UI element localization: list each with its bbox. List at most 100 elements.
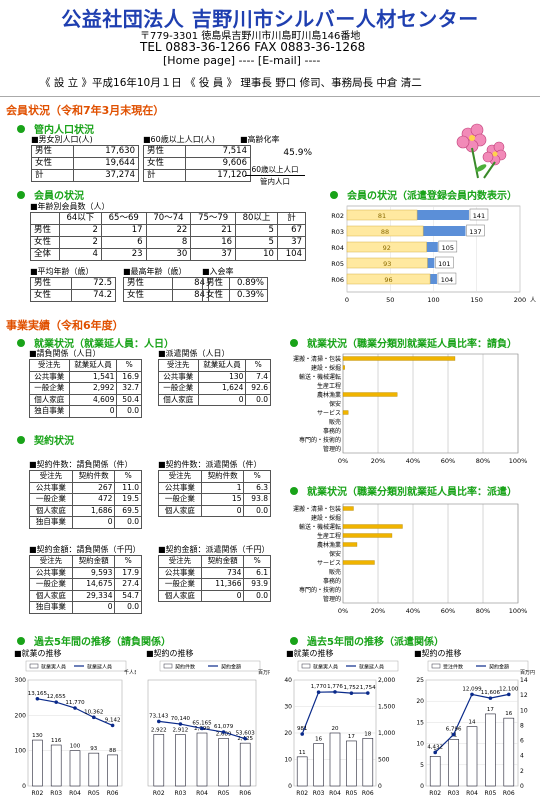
line-label: 53,603: [236, 731, 256, 737]
amt-req-table: 受注先 契約金額% 公共事業 9,593 17.9 一般企業 14,675 27.4 個人家庭 2…: [29, 555, 142, 614]
table-row: 受注先 就業延人員%: [158, 359, 271, 372]
x-tick-label: 60%: [441, 457, 455, 465]
y-tick-label: 10: [284, 757, 292, 764]
table-cell: 0: [71, 516, 116, 529]
table-cell: 1,541: [68, 370, 118, 383]
table-row: 女性 84: [123, 289, 210, 302]
bar-label: 17: [348, 734, 355, 740]
emp-disp-table: 受注先 就業延人員% 公共事業 130 7.4 一般企業 1,624 92.6 個人家庭 0 0.0: [158, 359, 271, 406]
bar: [362, 738, 374, 787]
bar-label: 16: [315, 737, 322, 743]
table-cell: 男性: [202, 277, 230, 290]
y-tick-label: 30: [284, 704, 292, 711]
line-point: [316, 690, 321, 694]
table-cell: 0: [68, 405, 118, 418]
web-links[interactable]: [Home page] ---- [E-mail] ----: [163, 54, 321, 67]
table-cell: 0: [200, 504, 245, 517]
flower-icon: [456, 123, 507, 179]
table-cell: 受注先: [29, 555, 73, 568]
table-cell: 女性: [30, 236, 60, 249]
legend-label: 契約金額: [221, 664, 241, 671]
cnt-disp-block: ■契約件数：派遣関係（件） 受注先 契約件数% 公共事業 1 6.3 一般企業 15 93.8…: [158, 459, 271, 517]
x-tick-label: R06: [362, 790, 374, 797]
table-row: 独自事業 0 0.0: [29, 516, 142, 529]
max-age-table: 男性 84 女性 84: [123, 277, 210, 302]
table-cell: 93.9: [243, 578, 271, 591]
line-label: 70,140: [171, 716, 191, 722]
bar: [342, 560, 375, 565]
bar-label: 2,912: [173, 728, 189, 734]
table-cell: 計: [30, 169, 75, 182]
line-point: [92, 715, 96, 720]
bar-label: 16: [505, 711, 512, 717]
x-tick-label: 0: [345, 296, 349, 302]
table-cell: 女性: [123, 289, 173, 302]
table-cell: 5: [235, 236, 278, 249]
table-cell: 女性: [30, 289, 72, 302]
y-tick-label: 100: [15, 748, 27, 755]
table-cell: 個人家庭: [158, 589, 202, 602]
bar: [196, 732, 208, 787]
x-tick-label: R02: [153, 790, 165, 797]
table-row: 男性 0.89%: [202, 277, 269, 290]
label-box: [437, 272, 457, 285]
legend-label: 受注件数: [443, 664, 463, 671]
line-label: 12,655: [47, 694, 67, 700]
pop-block: ■男女別人口(人) 男性 17,630 女性 19,644 計 37,274: [30, 134, 139, 182]
table-cell: 5: [235, 224, 278, 237]
bar-label: 17: [487, 707, 494, 713]
x-tick-label: R05: [345, 790, 357, 797]
bar-label: 92: [383, 244, 391, 252]
table-cell: 契約件数: [71, 470, 116, 483]
table-cell: %: [243, 555, 271, 568]
table-cell: 23: [100, 248, 147, 261]
x-tick-label: 50: [386, 296, 394, 302]
category-label: 農林漁業: [317, 541, 341, 549]
bar: [342, 365, 345, 370]
table-cell: 一般企業: [29, 578, 73, 591]
x-tick-label: R03: [448, 790, 460, 797]
line-label: 11,770: [65, 700, 85, 706]
plot-area: [342, 503, 519, 604]
join-rate-block: ■入会率 男性 0.89% 女性 0.39%: [202, 266, 269, 302]
line-label: 65,165: [192, 720, 212, 726]
bar-label: 105: [442, 244, 454, 252]
bar: [342, 506, 354, 511]
table-cell: 30: [145, 248, 192, 261]
table-cell: 0: [197, 393, 247, 406]
members-chart: 0 50 100 150 200 人 R02 81 141 R03 88 137 R04 92 105 R05…: [331, 205, 536, 302]
table-cell: 67: [276, 224, 307, 237]
bar-label: 14: [469, 720, 476, 726]
bar: [342, 356, 456, 361]
y-tick-label: 0: [420, 783, 424, 790]
category-label: 運搬・清掃・包装: [293, 505, 341, 513]
table-cell: 92.6: [245, 382, 271, 395]
label-box: [466, 224, 485, 237]
legend-label: 契約件数: [175, 664, 195, 671]
table-cell: 女性: [142, 157, 187, 170]
section-members-heading: 会員状況（令和7年3月末現在）: [6, 104, 165, 117]
table-row: 公共事業 1,541 16.9: [29, 370, 142, 383]
bar: [342, 410, 349, 415]
table-row: 女性 19,644: [30, 157, 139, 170]
table-cell: 54.7: [114, 589, 142, 602]
pop60-table: 男性 7,514 女性 9,606 計 17,120: [142, 145, 251, 182]
category-label: 建設・採掘: [311, 514, 341, 522]
table-cell: 0.89%: [228, 277, 269, 290]
x-tick-label: R05: [88, 790, 100, 797]
bar: [69, 750, 81, 787]
table-cell: 女性: [30, 157, 75, 170]
table-row: 受注先 契約金額%: [29, 555, 142, 568]
table-cell: 0: [71, 601, 116, 614]
table-cell: 0: [200, 589, 245, 602]
pop-heading: 管内人口状況: [17, 121, 94, 136]
bar: [342, 542, 358, 547]
age-caption: ■年齢別会員数（人）: [30, 202, 110, 211]
line-label: 9,142: [105, 717, 121, 723]
cnt-req-block: ■契約件数：請負関係（件） 受注先 契約件数% 公共事業 267 11.0 一般企業 472…: [29, 459, 142, 529]
table-cell: 受注先: [158, 555, 202, 568]
y2-tick-label: 12: [520, 692, 528, 699]
x-tick-label: 0%: [338, 457, 348, 465]
table-cell: 1,686: [71, 504, 116, 517]
amt-disp-caption: ■契約金額：派遣関係（千円）: [158, 545, 270, 554]
